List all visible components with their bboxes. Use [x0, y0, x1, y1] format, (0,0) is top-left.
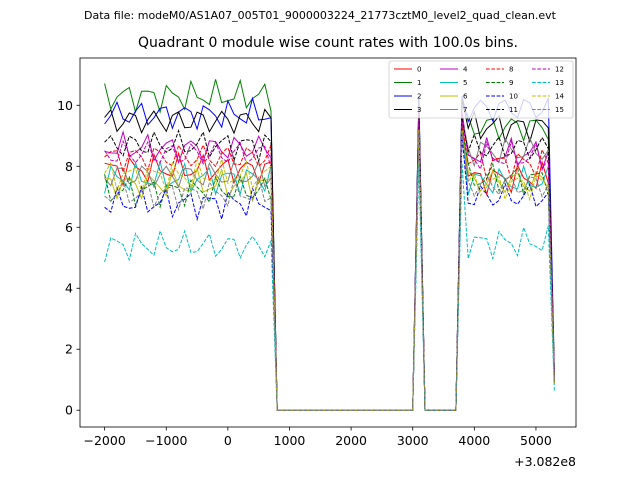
x-tick-label: 4000	[458, 433, 490, 448]
legend-label-15: 15	[555, 106, 564, 114]
x-tick-label: 1000	[274, 433, 306, 448]
legend-label-7: 7	[463, 106, 467, 114]
x-tick-label: 5000	[520, 433, 552, 448]
series-line-13	[104, 163, 555, 411]
y-tick-label: 0	[65, 403, 73, 418]
series-line-11	[104, 117, 555, 411]
series-line-10	[104, 135, 555, 411]
series-line-14	[104, 129, 555, 411]
legend-label-12: 12	[555, 66, 564, 74]
y-tick-label: 4	[65, 281, 73, 296]
chart-title: Quadrant 0 module wise count rates with …	[138, 35, 518, 51]
legend-label-8: 8	[509, 66, 513, 74]
x-tick-label: 2000	[335, 433, 367, 448]
y-tick-label: 6	[65, 220, 73, 235]
axes: −2000 −1000 0 1000 2000 3000 4000 50000246810+3…	[57, 57, 577, 469]
legend-label-0: 0	[417, 66, 421, 74]
y-tick-label: 2	[65, 342, 73, 357]
y-tick-label: 8	[65, 159, 73, 174]
x-tick-label: 3000	[397, 433, 429, 448]
plot-lines	[104, 78, 555, 411]
legend-label-13: 13	[555, 79, 564, 87]
x-tick-label: 0	[224, 433, 232, 448]
legend-label-4: 4	[463, 66, 468, 74]
legend-label-3: 3	[417, 106, 421, 114]
suptitle: Data file: modeM0/AS1A07_005T01_90000032…	[84, 9, 556, 22]
legend-label-14: 14	[555, 93, 564, 101]
legend-box	[388, 60, 574, 119]
legend-label-11: 11	[509, 106, 518, 114]
legend-label-5: 5	[463, 79, 467, 87]
axes-frame	[79, 57, 577, 428]
legend-label-1: 1	[417, 79, 421, 87]
series-line-6	[104, 126, 555, 411]
series-line-15	[104, 132, 555, 411]
legend-label-6: 6	[463, 93, 468, 101]
legend-label-10: 10	[509, 93, 518, 101]
legend-label-2: 2	[417, 93, 421, 101]
legend-label-9: 9	[509, 79, 513, 87]
x-offset-label: +3.082e8	[514, 454, 576, 469]
x-tick-label: −1000	[145, 433, 187, 448]
y-tick-label: 10	[57, 98, 73, 113]
x-tick-label: −2000	[83, 433, 125, 448]
series-line-7	[104, 117, 555, 411]
